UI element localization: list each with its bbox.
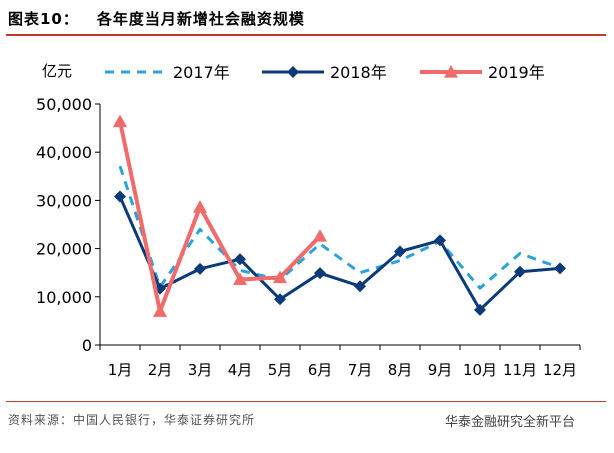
source-note: 资料来源：中国人民银行，华泰证券研究所 bbox=[8, 413, 256, 427]
y-tick-label: 50,000 bbox=[36, 95, 92, 114]
diamond-marker bbox=[474, 303, 486, 316]
legend-label: 2019年 bbox=[488, 63, 545, 82]
y-tick-label: 0 bbox=[82, 336, 92, 355]
x-tick-label: 6月 bbox=[308, 361, 333, 379]
diamond-marker bbox=[314, 267, 326, 280]
diamond-marker bbox=[554, 262, 566, 275]
triangle-marker bbox=[444, 65, 458, 78]
figure-label: 图表10： bbox=[8, 10, 79, 28]
footer-rule bbox=[6, 401, 606, 402]
y-tick-label: 10,000 bbox=[36, 288, 92, 307]
triangle-marker bbox=[153, 304, 167, 317]
diamond-marker bbox=[514, 265, 526, 278]
x-tick-label: 10月 bbox=[463, 361, 497, 379]
x-tick-label: 7月 bbox=[348, 361, 373, 379]
diamond-marker bbox=[354, 280, 366, 293]
x-tick-label: 11月 bbox=[503, 361, 537, 379]
diamond-marker bbox=[434, 234, 446, 247]
x-tick-label: 9月 bbox=[428, 361, 453, 379]
y-tick-label: 30,000 bbox=[36, 191, 92, 210]
x-tick-label: 3月 bbox=[188, 361, 213, 379]
y-tick-label: 40,000 bbox=[36, 143, 92, 162]
series-line-2019年 bbox=[118, 120, 322, 314]
figure-title: 各年度当月新增社会融资规模 bbox=[96, 10, 305, 28]
x-tick-label: 2月 bbox=[148, 361, 173, 379]
diamond-marker bbox=[287, 66, 299, 78]
diamond-marker bbox=[114, 190, 126, 203]
diamond-marker bbox=[194, 262, 206, 275]
diamond-marker bbox=[274, 293, 286, 306]
triangle-marker bbox=[313, 229, 327, 242]
x-tick-label: 8月 bbox=[388, 361, 413, 379]
diamond-marker bbox=[394, 245, 406, 258]
series-line-2017年 bbox=[118, 165, 561, 290]
x-tick-label: 12月 bbox=[543, 361, 577, 379]
triangle-marker bbox=[193, 200, 207, 213]
triangle-marker bbox=[113, 114, 127, 127]
x-tick-label: 4月 bbox=[228, 361, 253, 379]
x-tick-label: 1月 bbox=[108, 361, 133, 379]
triangle-marker bbox=[273, 270, 287, 284]
series-line-2018年 bbox=[118, 195, 561, 312]
x-tick-label: 5月 bbox=[268, 361, 293, 379]
legend-label: 2017年 bbox=[173, 63, 230, 82]
diamond-marker bbox=[234, 253, 246, 266]
watermark: 华泰金融研究全新平台 bbox=[445, 415, 576, 430]
y-tick-label: 20,000 bbox=[36, 240, 92, 259]
legend-label: 2018年 bbox=[330, 63, 387, 82]
y-axis-label: 亿元 bbox=[42, 62, 72, 80]
triangle-marker bbox=[233, 272, 247, 286]
title-rule bbox=[6, 34, 606, 36]
chart-title: 图表10： 各年度当月新增社会融资规模 bbox=[8, 8, 323, 29]
